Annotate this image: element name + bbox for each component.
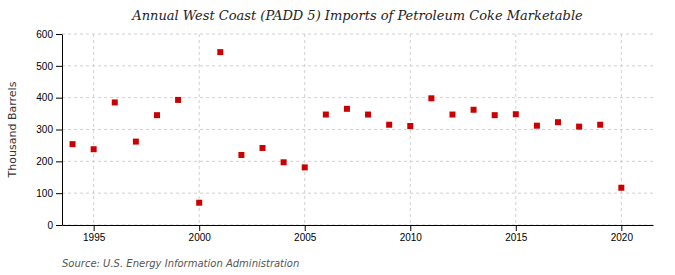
x-tick-mark — [621, 225, 622, 231]
grid-line-x — [199, 34, 200, 225]
grid-line-x — [93, 34, 94, 225]
point — [513, 111, 519, 117]
grid-line-y — [62, 97, 653, 98]
point — [449, 112, 455, 118]
x-tick: 2015 — [505, 225, 528, 243]
x-tick-mark — [199, 225, 200, 231]
y-tick-label: 200 — [36, 156, 53, 167]
y-tick-label: 600 — [36, 29, 53, 40]
point — [196, 200, 202, 206]
x-tick-label: 2020 — [611, 232, 634, 243]
point — [238, 152, 244, 158]
grid-line-y — [62, 129, 653, 130]
grid-line-x — [304, 34, 305, 225]
chart: 1995 2000 2005 2010 2015 2020 0 100 200 300 400 500… — [0, 0, 675, 275]
grid-line-y — [62, 193, 653, 194]
point — [112, 99, 118, 105]
title: Annual West Coast (PADD 5) Imports of Pe… — [131, 8, 583, 23]
x-tick: 2020 — [611, 225, 634, 243]
grid-line-x — [515, 34, 516, 225]
x-tick: 1995 — [83, 225, 106, 243]
x-tick-label: 1995 — [83, 232, 106, 243]
point — [344, 106, 350, 112]
point — [154, 112, 160, 118]
point — [618, 185, 624, 191]
y-tick: 300 — [36, 124, 62, 135]
point — [555, 119, 561, 125]
point — [534, 123, 540, 129]
y-axis-line — [62, 35, 63, 226]
point — [133, 139, 139, 145]
point — [91, 146, 97, 152]
y-tick-mark — [56, 161, 62, 162]
point — [471, 107, 477, 113]
y-tick-label: 500 — [36, 61, 53, 72]
y-tick: 100 — [36, 188, 62, 199]
y-tick-label: 0 — [47, 220, 53, 231]
point — [576, 124, 582, 130]
y-tick-mark — [56, 130, 62, 131]
x-tick-label: 2010 — [400, 232, 423, 243]
x-tick: 2010 — [400, 225, 423, 243]
point — [386, 122, 392, 128]
grid-line-y — [62, 65, 653, 66]
y-axis-title: Thousand Barrels — [6, 81, 19, 178]
point — [70, 141, 76, 147]
x-tick-label: 2000 — [189, 232, 212, 243]
y-tick-mark — [56, 193, 62, 194]
point — [323, 112, 329, 118]
plot: 1995 2000 2005 2010 2015 2020 0 100 200 300 400 500… — [36, 29, 653, 243]
x-axis: 1995 2000 2005 2010 2015 2020 — [63, 225, 654, 243]
x-tick-mark — [516, 225, 517, 231]
point — [492, 112, 498, 118]
grid-line-x — [410, 34, 411, 225]
grid — [62, 34, 653, 225]
y-axis: 0 100 200 300 400 500 600 — [36, 29, 62, 231]
y-tick-label: 100 — [36, 188, 53, 199]
y-tick-label: 400 — [36, 92, 53, 103]
point — [217, 49, 223, 55]
x-tick: 2005 — [294, 225, 317, 243]
grid-line-y — [62, 161, 653, 162]
y-tick: 500 — [36, 61, 62, 72]
x-tick-mark — [94, 225, 95, 231]
point — [260, 145, 266, 151]
x-tick-label: 2015 — [505, 232, 528, 243]
x-tick-mark — [410, 225, 411, 231]
points — [70, 49, 625, 206]
y-tick: 400 — [36, 92, 62, 103]
x-tick-label: 2005 — [294, 232, 317, 243]
source: Source: U.S. Energy Information Administ… — [62, 258, 299, 269]
point — [597, 122, 603, 128]
x-tick: 2000 — [189, 225, 212, 243]
grid-line-y — [62, 34, 653, 35]
y-tick-mark — [56, 34, 62, 35]
point — [428, 95, 434, 101]
point — [281, 159, 287, 165]
grid-line-y — [62, 225, 653, 226]
grid-line-x — [621, 34, 622, 225]
x-tick-mark — [305, 225, 306, 231]
y-tick-mark — [56, 225, 62, 226]
y-tick-mark — [56, 98, 62, 99]
y-tick-label: 300 — [36, 124, 53, 135]
point — [302, 164, 308, 170]
y-tick: 600 — [36, 29, 62, 40]
y-tick: 0 — [47, 220, 62, 231]
point — [365, 112, 371, 118]
y-tick: 200 — [36, 156, 62, 167]
point — [407, 123, 413, 129]
y-tick-mark — [56, 66, 62, 67]
x-axis-line — [63, 225, 654, 226]
point — [175, 97, 181, 103]
